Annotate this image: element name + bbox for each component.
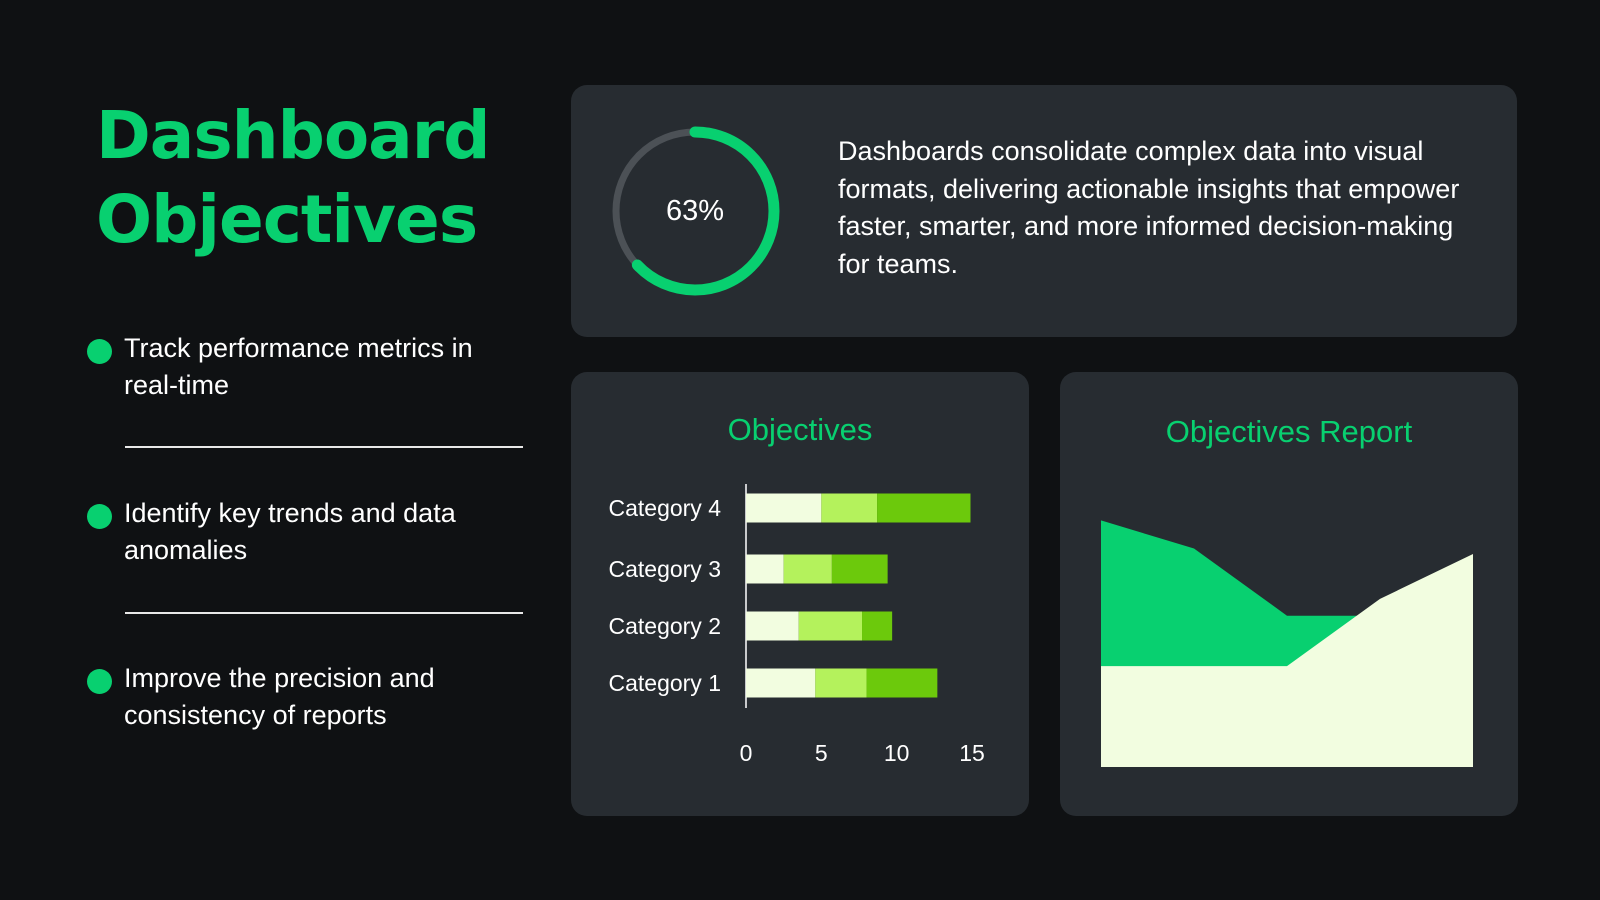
bar-segment bbox=[821, 493, 878, 523]
category-label: Category 2 bbox=[608, 613, 721, 639]
bullet-dot-icon bbox=[87, 339, 112, 364]
area-series bbox=[1101, 554, 1473, 767]
bar-segment bbox=[746, 611, 799, 641]
summary-card: 63% Dashboards consolidate complex data … bbox=[571, 85, 1517, 337]
list-item-text: Track performance metrics in real-time bbox=[124, 333, 473, 400]
objectives-report-card: Objectives Report bbox=[1060, 372, 1518, 816]
summary-description: Dashboards consolidate complex data into… bbox=[838, 136, 1460, 279]
bar-chart: Category 1 Category 2 Category 3 Category 4… bbox=[608, 484, 985, 766]
chart-title: Objectives bbox=[727, 412, 873, 447]
list-item-text: Identify key trends and data anomalies bbox=[124, 498, 456, 565]
objectives-chart-card: Objectives Category 1 Category 2 Category … bbox=[571, 372, 1029, 816]
x-tick-label: 10 bbox=[884, 740, 910, 766]
bar-segment bbox=[746, 668, 816, 698]
x-tick-label: 0 bbox=[740, 740, 753, 766]
bar-segment bbox=[831, 554, 888, 584]
bar-segment bbox=[746, 554, 784, 584]
progress-donut bbox=[610, 126, 780, 296]
bar-segment bbox=[746, 493, 822, 523]
area-chart bbox=[1101, 520, 1473, 767]
divider bbox=[125, 446, 523, 448]
divider bbox=[125, 612, 523, 614]
donut-progress-arc bbox=[610, 126, 780, 296]
bar-segment bbox=[815, 668, 867, 698]
category-label: Category 1 bbox=[608, 670, 721, 696]
page-title-line-2: Objectives bbox=[96, 181, 478, 258]
bar-segment bbox=[877, 493, 971, 523]
list-item-text: Improve the precision and consistency of… bbox=[124, 663, 435, 730]
bar-segment bbox=[783, 554, 832, 584]
category-label: Category 4 bbox=[608, 495, 721, 521]
progress-percent: 63% bbox=[665, 195, 725, 227]
page-title: Dashboard Objectives bbox=[96, 94, 536, 262]
bullet-dot-icon bbox=[87, 504, 112, 529]
bar-segment bbox=[798, 611, 863, 641]
chart-title: Objectives Report bbox=[1165, 414, 1413, 449]
bar-segment bbox=[866, 668, 938, 698]
bullet-dot-icon bbox=[87, 669, 112, 694]
category-label: Category 3 bbox=[608, 556, 721, 582]
page-title-line-1: Dashboard bbox=[96, 97, 491, 174]
bar-segment bbox=[862, 611, 893, 641]
x-tick-label: 15 bbox=[959, 740, 985, 766]
x-tick-label: 5 bbox=[815, 740, 828, 766]
